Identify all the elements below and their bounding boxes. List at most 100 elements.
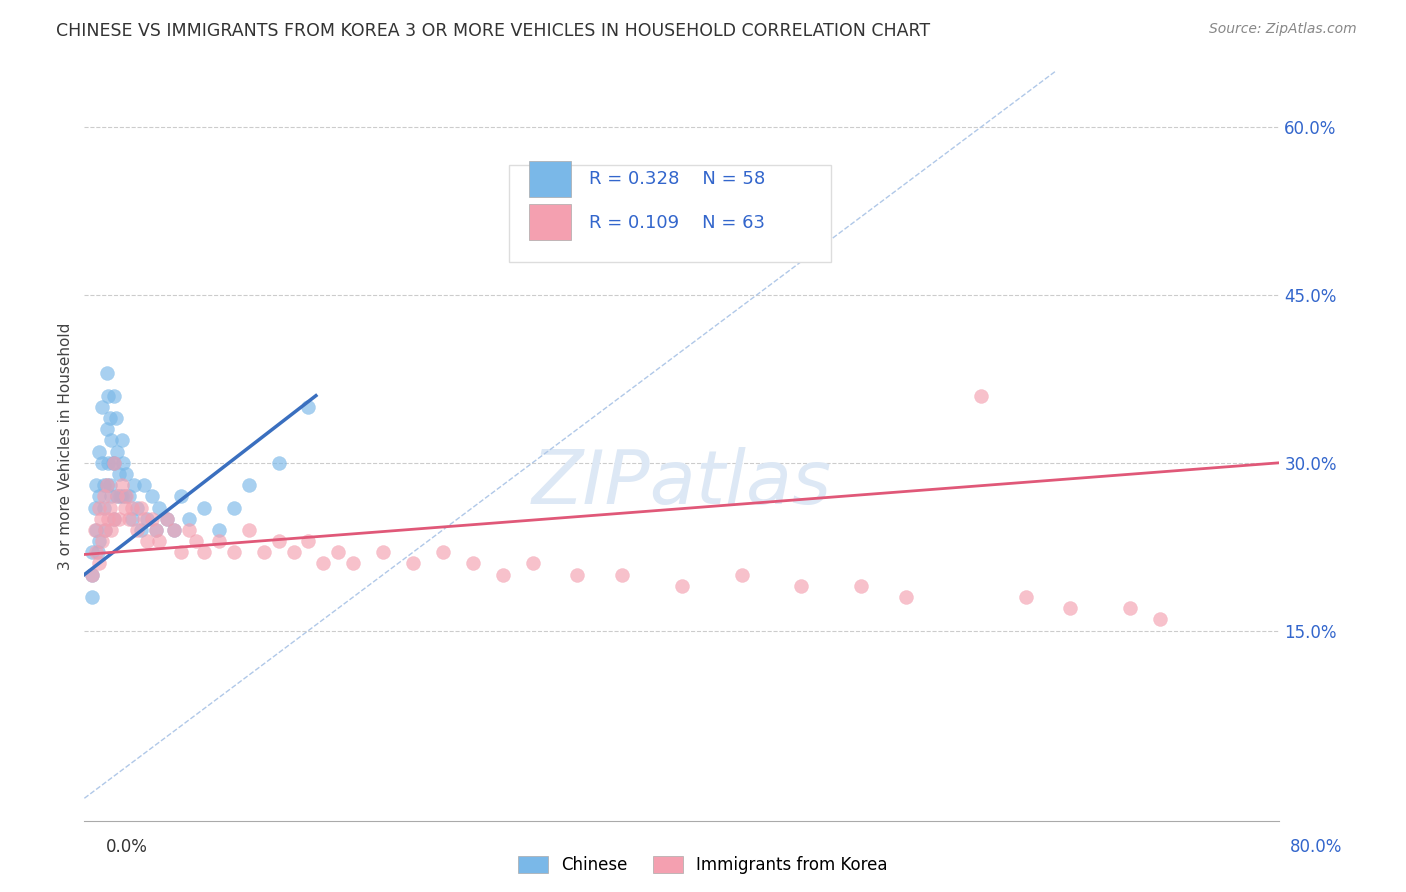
Point (170, 489, 193, 503)
Point (103, 456, 125, 470)
Point (238, 478, 260, 492)
Point (612, 567, 634, 582)
Point (145, 523, 167, 537)
Point (94, 523, 117, 537)
Point (80, 567, 103, 582)
Point (103, 511, 125, 525)
Text: Source: ZipAtlas.com: Source: ZipAtlas.com (1209, 22, 1357, 37)
Point (671, 579, 693, 593)
Point (111, 434, 134, 448)
Text: R = 0.109    N = 63: R = 0.109 N = 63 (589, 214, 765, 233)
Point (91, 456, 114, 470)
Point (111, 489, 134, 503)
Point (107, 511, 129, 525)
Point (145, 523, 167, 537)
Point (373, 545, 395, 559)
Point (98, 500, 121, 515)
Point (110, 489, 132, 503)
Point (1059, 601, 1081, 615)
Point (80, 590, 103, 604)
Point (118, 489, 141, 503)
Point (222, 500, 245, 515)
Point (163, 523, 186, 537)
Point (155, 511, 177, 525)
Point (100, 434, 122, 448)
Point (100, 489, 122, 503)
Point (297, 534, 319, 549)
Point (177, 523, 200, 537)
Point (112, 456, 135, 470)
Point (283, 545, 305, 559)
Point (89, 500, 111, 515)
Point (105, 444, 128, 458)
Point (148, 500, 170, 515)
Point (103, 389, 125, 403)
Point (132, 478, 156, 492)
Point (93, 478, 115, 492)
Point (96, 367, 118, 381)
Point (104, 411, 127, 425)
Point (1119, 601, 1142, 615)
Point (87, 545, 110, 559)
Point (101, 456, 124, 470)
Point (96, 422, 118, 436)
Point (103, 511, 125, 525)
Point (114, 489, 136, 503)
Point (89, 534, 111, 549)
Point (136, 534, 159, 549)
Point (402, 557, 425, 571)
Point (105, 489, 128, 503)
Point (83, 523, 105, 537)
Point (97, 511, 120, 525)
Point (122, 478, 145, 492)
Point (136, 511, 159, 525)
Point (86, 545, 108, 559)
Point (91, 534, 114, 549)
Text: ZIPatlas: ZIPatlas (531, 448, 832, 519)
Point (80, 567, 103, 582)
Point (267, 534, 290, 549)
Point (107, 467, 129, 481)
Point (100, 523, 122, 537)
Point (522, 557, 544, 571)
Point (98, 478, 121, 492)
Point (148, 534, 170, 549)
Point (96, 478, 118, 492)
Point (115, 467, 138, 481)
Point (731, 567, 754, 582)
Point (222, 545, 245, 559)
Point (121, 511, 143, 525)
Point (118, 511, 141, 525)
FancyBboxPatch shape (509, 165, 831, 262)
Point (114, 500, 136, 515)
Point (461, 557, 484, 571)
Point (253, 545, 276, 559)
Point (163, 523, 186, 537)
Point (851, 579, 873, 593)
Point (970, 389, 993, 403)
Point (328, 545, 350, 559)
Text: R = 0.328    N = 58: R = 0.328 N = 58 (589, 169, 765, 187)
Y-axis label: 3 or more Vehicles in Household: 3 or more Vehicles in Household (58, 322, 73, 570)
Point (89, 557, 111, 571)
Point (125, 500, 148, 515)
Point (89, 489, 111, 503)
FancyBboxPatch shape (529, 161, 571, 197)
Point (86, 478, 108, 492)
Point (98, 411, 121, 425)
Point (103, 456, 125, 470)
Point (193, 500, 215, 515)
Point (432, 545, 454, 559)
Point (1014, 590, 1036, 604)
Point (115, 489, 138, 503)
Point (208, 523, 231, 537)
Point (177, 511, 200, 525)
Point (267, 456, 290, 470)
Point (129, 500, 152, 515)
Point (1149, 612, 1171, 626)
Point (111, 478, 134, 492)
Point (492, 567, 515, 582)
Point (105, 489, 128, 503)
Point (132, 511, 156, 525)
Point (567, 567, 589, 582)
